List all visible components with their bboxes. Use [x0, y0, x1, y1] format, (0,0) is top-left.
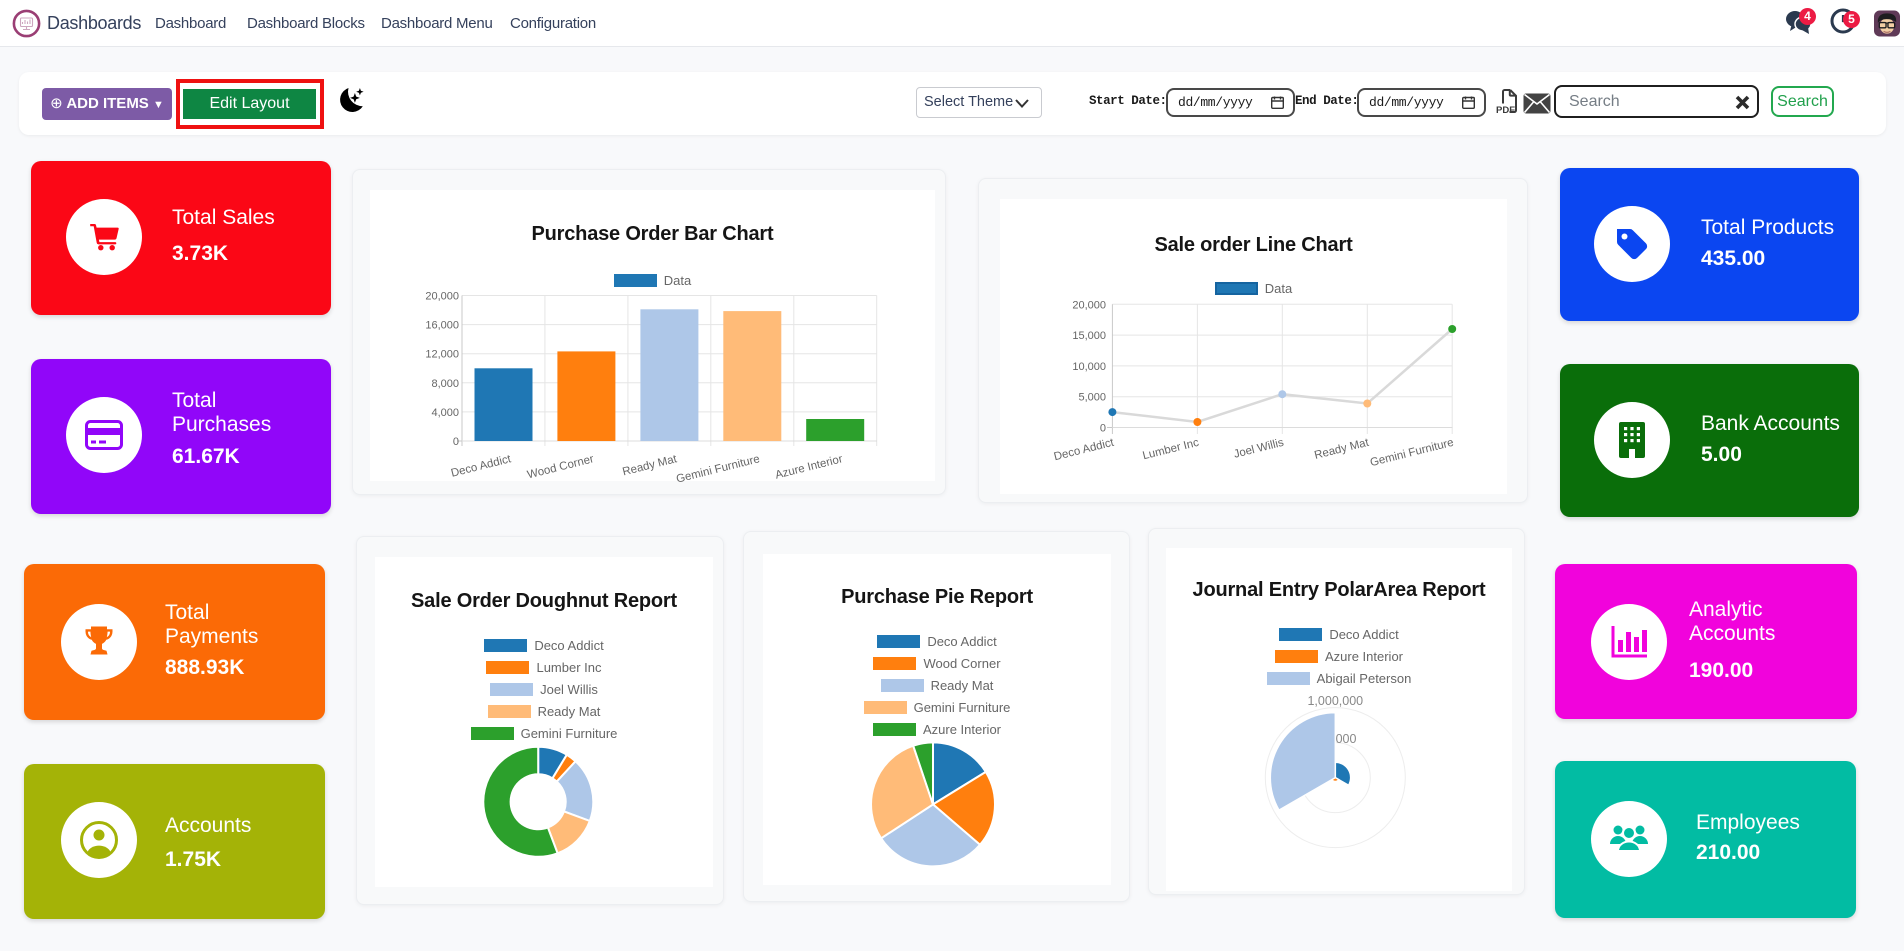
svg-text:Azure Interior: Azure Interior: [774, 453, 844, 481]
svg-text:12,000: 12,000: [425, 349, 459, 361]
svg-text:Ready Mat: Ready Mat: [1313, 437, 1371, 462]
svg-text:Gemini Furniture: Gemini Furniture: [675, 453, 761, 485]
svg-text:20,000: 20,000: [425, 291, 459, 303]
svg-text:Lumber Inc: Lumber Inc: [1141, 437, 1200, 463]
svg-text:16,000: 16,000: [425, 320, 459, 332]
svg-text:0: 0: [1100, 423, 1106, 435]
svg-text:Ready Mat: Ready Mat: [621, 453, 679, 478]
svg-text:Wood Corner: Wood Corner: [526, 453, 595, 481]
svg-text:Joel Willis: Joel Willis: [1233, 437, 1286, 461]
svg-text:000: 000: [1336, 732, 1357, 746]
svg-text:Deco Addict: Deco Addict: [1053, 437, 1116, 464]
svg-text:1,000,000: 1,000,000: [1307, 694, 1363, 708]
svg-text:10,000: 10,000: [1072, 361, 1106, 373]
svg-text:4,000: 4,000: [431, 407, 459, 419]
svg-text:0: 0: [453, 436, 459, 448]
svg-text:15,000: 15,000: [1072, 330, 1106, 342]
svg-text:Deco Addict: Deco Addict: [450, 453, 513, 480]
svg-text:Gemini Furniture: Gemini Furniture: [1369, 437, 1455, 469]
svg-text:8,000: 8,000: [431, 378, 459, 390]
svg-text:5,000: 5,000: [1078, 392, 1106, 404]
svg-text:20,000: 20,000: [1072, 299, 1106, 311]
svg-text:PDF: PDF: [1496, 105, 1515, 116]
